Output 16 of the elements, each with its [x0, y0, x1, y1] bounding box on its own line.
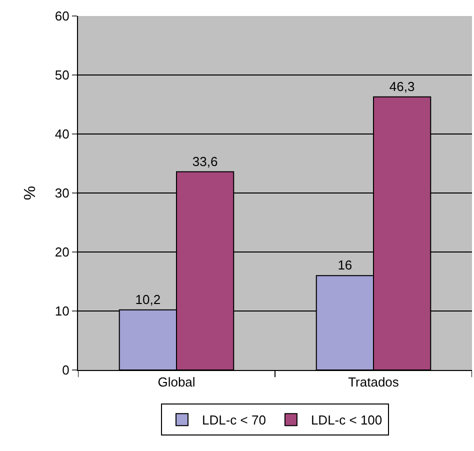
data-label: 16 [338, 258, 352, 273]
data-label: 10,2 [135, 292, 161, 307]
legend-label: LDL-c < 70 [202, 412, 266, 428]
y-axis-title: % [22, 186, 39, 200]
x-tick-label: Global [158, 374, 196, 390]
x-tick-label: Tratados [348, 374, 400, 390]
data-label: 33,6 [192, 154, 218, 169]
y-tick-label: 10 [54, 304, 70, 319]
legend-label: LDL-c < 100 [310, 412, 382, 428]
y-tick-label: 0 [62, 362, 70, 378]
y-tick-label: 30 [54, 186, 70, 201]
y-tick-label: 40 [54, 126, 70, 142]
y-tick-label: 50 [54, 68, 70, 83]
y-tick-label: 20 [54, 244, 70, 260]
data-label: 46,3 [389, 78, 415, 94]
y-tick-label: 60 [54, 8, 70, 24]
